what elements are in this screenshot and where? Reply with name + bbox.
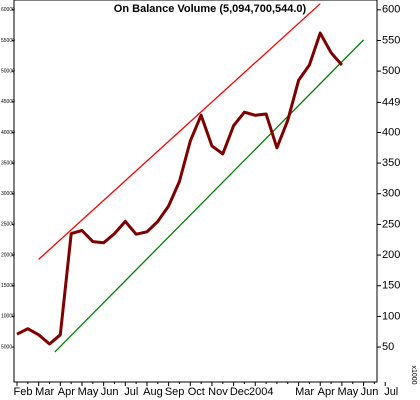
y2-tick-label: 60000 xyxy=(1,7,15,13)
x-tick-label: Feb xyxy=(14,386,33,398)
x-tick-label: Sep xyxy=(165,386,185,398)
x-tick-label: 2004 xyxy=(249,386,273,398)
y2-tick-label: 10000 xyxy=(1,314,15,320)
y-tick-label: 250 xyxy=(382,218,400,230)
y-tick-label: 100 xyxy=(382,310,400,322)
x-tick-label: Aug xyxy=(143,386,163,398)
x-tick-label: Mar xyxy=(295,386,314,398)
x-tick-label: Jul xyxy=(384,386,398,398)
x-tick-label: Oct xyxy=(188,386,205,398)
plot-frame xyxy=(13,0,378,383)
y2-tick-label: 40000 xyxy=(1,130,15,136)
y2-tick-label: 15000 xyxy=(1,283,15,289)
x-tick-label: Jul xyxy=(124,386,138,398)
y2-tick-label: 25000 xyxy=(1,222,15,228)
x-tick-label: Jun xyxy=(101,386,119,398)
y-tick-label: 550 xyxy=(382,34,400,46)
y-tick-label: 600 xyxy=(382,4,400,16)
x-tick-label: Apr xyxy=(58,386,75,398)
y-tick-label: 200 xyxy=(382,249,400,261)
y2-tick-label: 5000 xyxy=(1,344,12,350)
y-tick-label: 300 xyxy=(382,188,400,200)
trend-line xyxy=(38,3,321,260)
y2-tick-label: 35000 xyxy=(1,160,15,166)
y-tick-label: 500 xyxy=(382,65,400,77)
y-unit-label: x1000 xyxy=(410,365,417,384)
y2-tick-label: 20000 xyxy=(1,252,15,258)
x-tick-label: Jun xyxy=(361,386,379,398)
x-tick-label: Dec xyxy=(230,386,250,398)
x-tick-label: Mar xyxy=(35,386,54,398)
x-tick-label: May xyxy=(78,386,99,398)
x-tick-label: Apr xyxy=(318,386,335,398)
y-tick-label: 400 xyxy=(382,126,400,138)
y-tick-label: 350 xyxy=(382,157,400,169)
chart-title: On Balance Volume (5,094,700,544.0) xyxy=(114,3,307,15)
y2-tick-label: 50000 xyxy=(1,68,15,74)
x-tick-label: Nov xyxy=(208,386,228,398)
y2-tick-label: 45000 xyxy=(1,99,15,105)
y-tick-label: 150 xyxy=(382,280,400,292)
y-tick-label: 50 xyxy=(382,341,394,353)
x-tick-label: May xyxy=(338,386,359,398)
data-line xyxy=(16,31,344,346)
y2-tick-label: 55000 xyxy=(1,38,15,44)
trend-line xyxy=(54,39,365,353)
y2-tick-label: 30000 xyxy=(1,191,15,197)
y-tick-label: 449 xyxy=(382,96,400,108)
